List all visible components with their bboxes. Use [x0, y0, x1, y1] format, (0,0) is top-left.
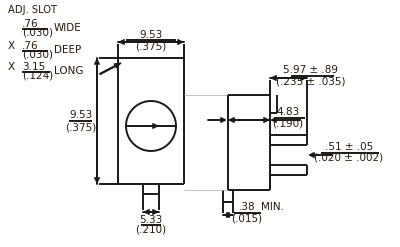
Text: .51 ± .05: .51 ± .05: [325, 142, 373, 152]
Text: DEEP: DEEP: [54, 45, 81, 55]
Text: (.124): (.124): [22, 71, 53, 81]
Text: WIDE: WIDE: [54, 23, 82, 33]
Text: .38: .38: [239, 202, 255, 212]
Text: 9.53: 9.53: [139, 30, 163, 40]
Text: ADJ. SLOT: ADJ. SLOT: [8, 5, 57, 15]
Text: 3.15: 3.15: [22, 62, 45, 72]
Text: (.375): (.375): [65, 122, 97, 132]
Text: .76: .76: [22, 19, 39, 29]
Text: (.375): (.375): [135, 42, 167, 52]
Text: (.030): (.030): [22, 28, 53, 38]
Text: 5.33: 5.33: [139, 215, 163, 225]
Text: 4.83: 4.83: [276, 107, 300, 117]
Text: .76: .76: [22, 41, 39, 51]
Text: X: X: [8, 62, 15, 72]
Text: (.190): (.190): [272, 118, 304, 128]
Text: (.210): (.210): [136, 224, 166, 234]
Text: MIN.: MIN.: [262, 202, 284, 212]
Text: (.015): (.015): [232, 213, 262, 223]
Text: 9.53: 9.53: [69, 110, 93, 120]
Text: (.030): (.030): [22, 50, 53, 60]
Text: (.020 ± .002): (.020 ± .002): [314, 153, 384, 163]
Text: X: X: [8, 41, 15, 51]
Text: 5.97 ± .89: 5.97 ± .89: [283, 65, 338, 75]
Text: LONG: LONG: [54, 66, 84, 76]
Text: (.235 ± .035): (.235 ± .035): [276, 76, 345, 86]
